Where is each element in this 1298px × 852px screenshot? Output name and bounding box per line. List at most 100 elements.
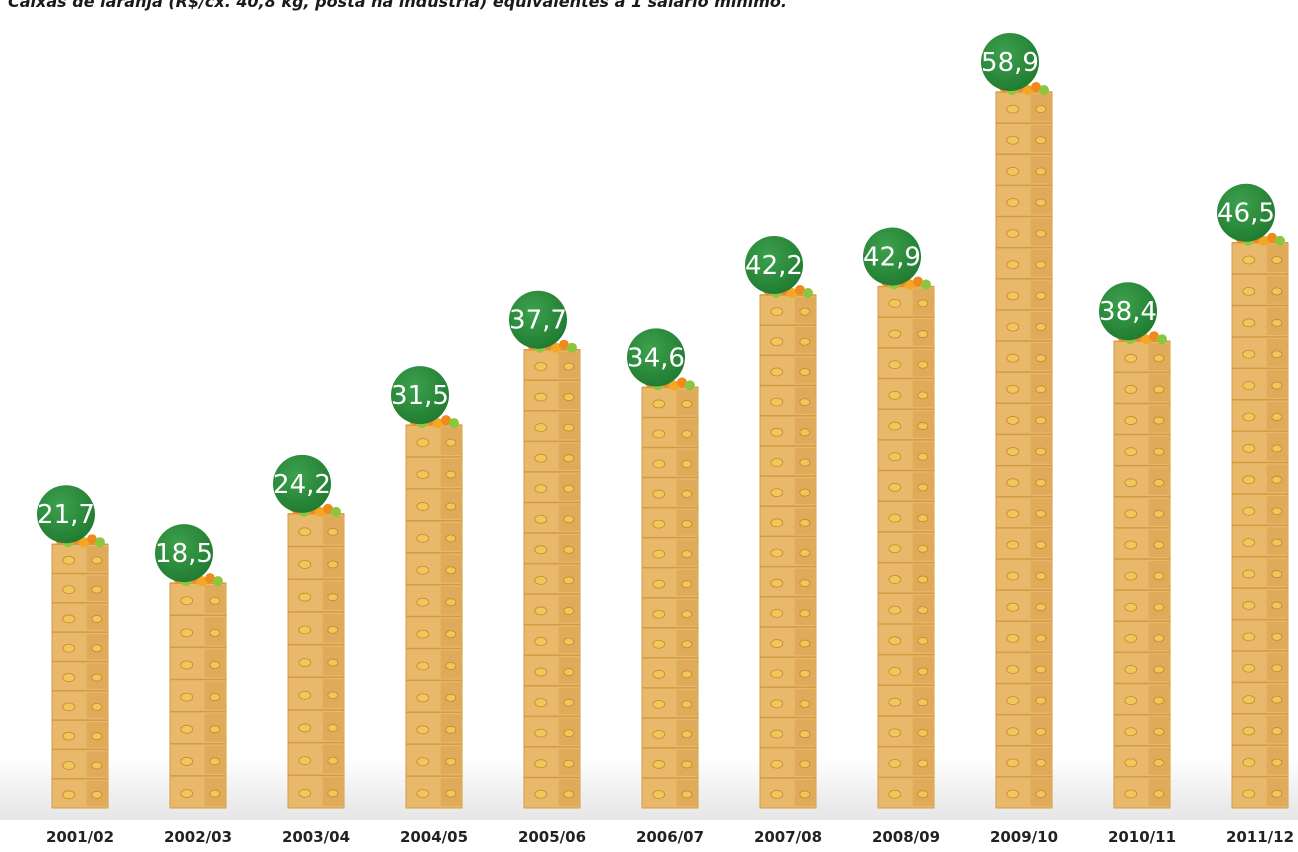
- crate-label: [298, 658, 312, 667]
- crate-label: [1124, 447, 1138, 457]
- fruit: [905, 279, 915, 290]
- crate-label: [681, 610, 693, 619]
- crate-label: [445, 470, 457, 479]
- value-badge: [391, 366, 449, 425]
- crate-label: [888, 513, 902, 523]
- crate-label: [209, 629, 221, 637]
- crate-label: [799, 639, 811, 648]
- crate-label: [917, 422, 929, 430]
- crate-label: [1006, 322, 1020, 332]
- crate-label: [416, 565, 430, 575]
- value-badge: [1099, 282, 1157, 341]
- crate-label: [91, 615, 103, 623]
- crate-label: [534, 392, 548, 402]
- crate-label: [770, 307, 784, 317]
- crate-label: [888, 329, 902, 339]
- crate-label: [1124, 633, 1138, 643]
- crate-label: [888, 667, 902, 676]
- crate-label: [445, 566, 457, 575]
- crate-label: [1035, 229, 1047, 238]
- crate-label: [1006, 166, 1020, 176]
- crate-label: [563, 362, 575, 371]
- crate-label: [1242, 758, 1256, 767]
- crate-label: [770, 639, 784, 648]
- crate-label: [563, 454, 575, 463]
- crate-label: [1153, 665, 1165, 674]
- crate-label: [681, 730, 693, 739]
- crate-label: [1035, 634, 1047, 643]
- crate-label: [91, 644, 103, 653]
- fruit: [803, 288, 813, 299]
- crate-label: [799, 307, 811, 316]
- fruit: [913, 276, 923, 287]
- fruit: [921, 279, 931, 290]
- crate-label: [563, 637, 575, 646]
- crate-label: [1006, 571, 1020, 581]
- crate-label: [91, 702, 103, 711]
- crate-label: [652, 519, 666, 529]
- crate-label: [563, 668, 575, 676]
- crate-label: [917, 514, 929, 523]
- crate-label: [1006, 229, 1020, 239]
- crate-label: [1124, 416, 1138, 425]
- fruit: [205, 573, 215, 584]
- crate-label: [888, 636, 902, 646]
- crate-label: [1006, 104, 1020, 114]
- crate-label: [799, 398, 811, 407]
- crate-label: [1271, 507, 1283, 516]
- crate-label: [1035, 727, 1047, 736]
- fruit: [795, 285, 805, 296]
- crate-label: [652, 699, 666, 709]
- crate-label: [1035, 105, 1047, 114]
- crate-label: [1271, 664, 1283, 673]
- crate-label: [91, 761, 103, 770]
- crate-label: [1124, 509, 1138, 519]
- crate-label: [1035, 572, 1047, 580]
- crate-label: [180, 660, 194, 670]
- crate-label: [298, 592, 312, 602]
- crate-label: [1153, 758, 1165, 767]
- crate-label: [1271, 350, 1283, 359]
- x-tick-label: 2007/08: [754, 828, 822, 846]
- crate-label: [1271, 601, 1283, 610]
- crate-label: [770, 367, 784, 377]
- crate-label: [1153, 447, 1165, 456]
- crate-label: [799, 428, 811, 437]
- crate-label: [327, 593, 339, 602]
- crate-label: [917, 483, 929, 492]
- crate-label: [1124, 385, 1138, 394]
- crate-label: [534, 637, 548, 646]
- x-tick-label: 2009/10: [990, 828, 1058, 846]
- crate-label: [888, 391, 902, 400]
- crate-label: [1242, 287, 1256, 296]
- crate-label: [1035, 447, 1047, 456]
- fruit: [1259, 235, 1269, 246]
- crate-label: [770, 790, 784, 799]
- crate-label: [917, 606, 929, 615]
- value-label: 21,7: [37, 500, 95, 530]
- crate-label: [534, 728, 548, 738]
- x-tick-label: 2002/03: [164, 828, 232, 846]
- fruit: [567, 342, 577, 353]
- crate-label: [327, 724, 339, 732]
- value-label: 34,6: [627, 343, 685, 373]
- crate-label: [1006, 135, 1020, 145]
- crate-label: [563, 484, 575, 493]
- crate-label: [416, 597, 430, 607]
- crate-label: [917, 452, 929, 461]
- crate-label: [534, 789, 548, 799]
- crate-label: [888, 728, 902, 738]
- crate-label: [1271, 318, 1283, 327]
- crate-label: [445, 598, 457, 607]
- crate-label: [1006, 384, 1020, 394]
- crate-label: [652, 399, 666, 409]
- fruit: [197, 576, 207, 587]
- crate-label: [1006, 353, 1020, 363]
- value-badge: [37, 485, 95, 544]
- bar-stack: [523, 339, 581, 809]
- crate-label: [1124, 665, 1138, 674]
- crate-label: [1242, 538, 1256, 548]
- crate-label: [534, 759, 548, 769]
- crate-label: [652, 669, 666, 679]
- crate-label: [1153, 727, 1165, 736]
